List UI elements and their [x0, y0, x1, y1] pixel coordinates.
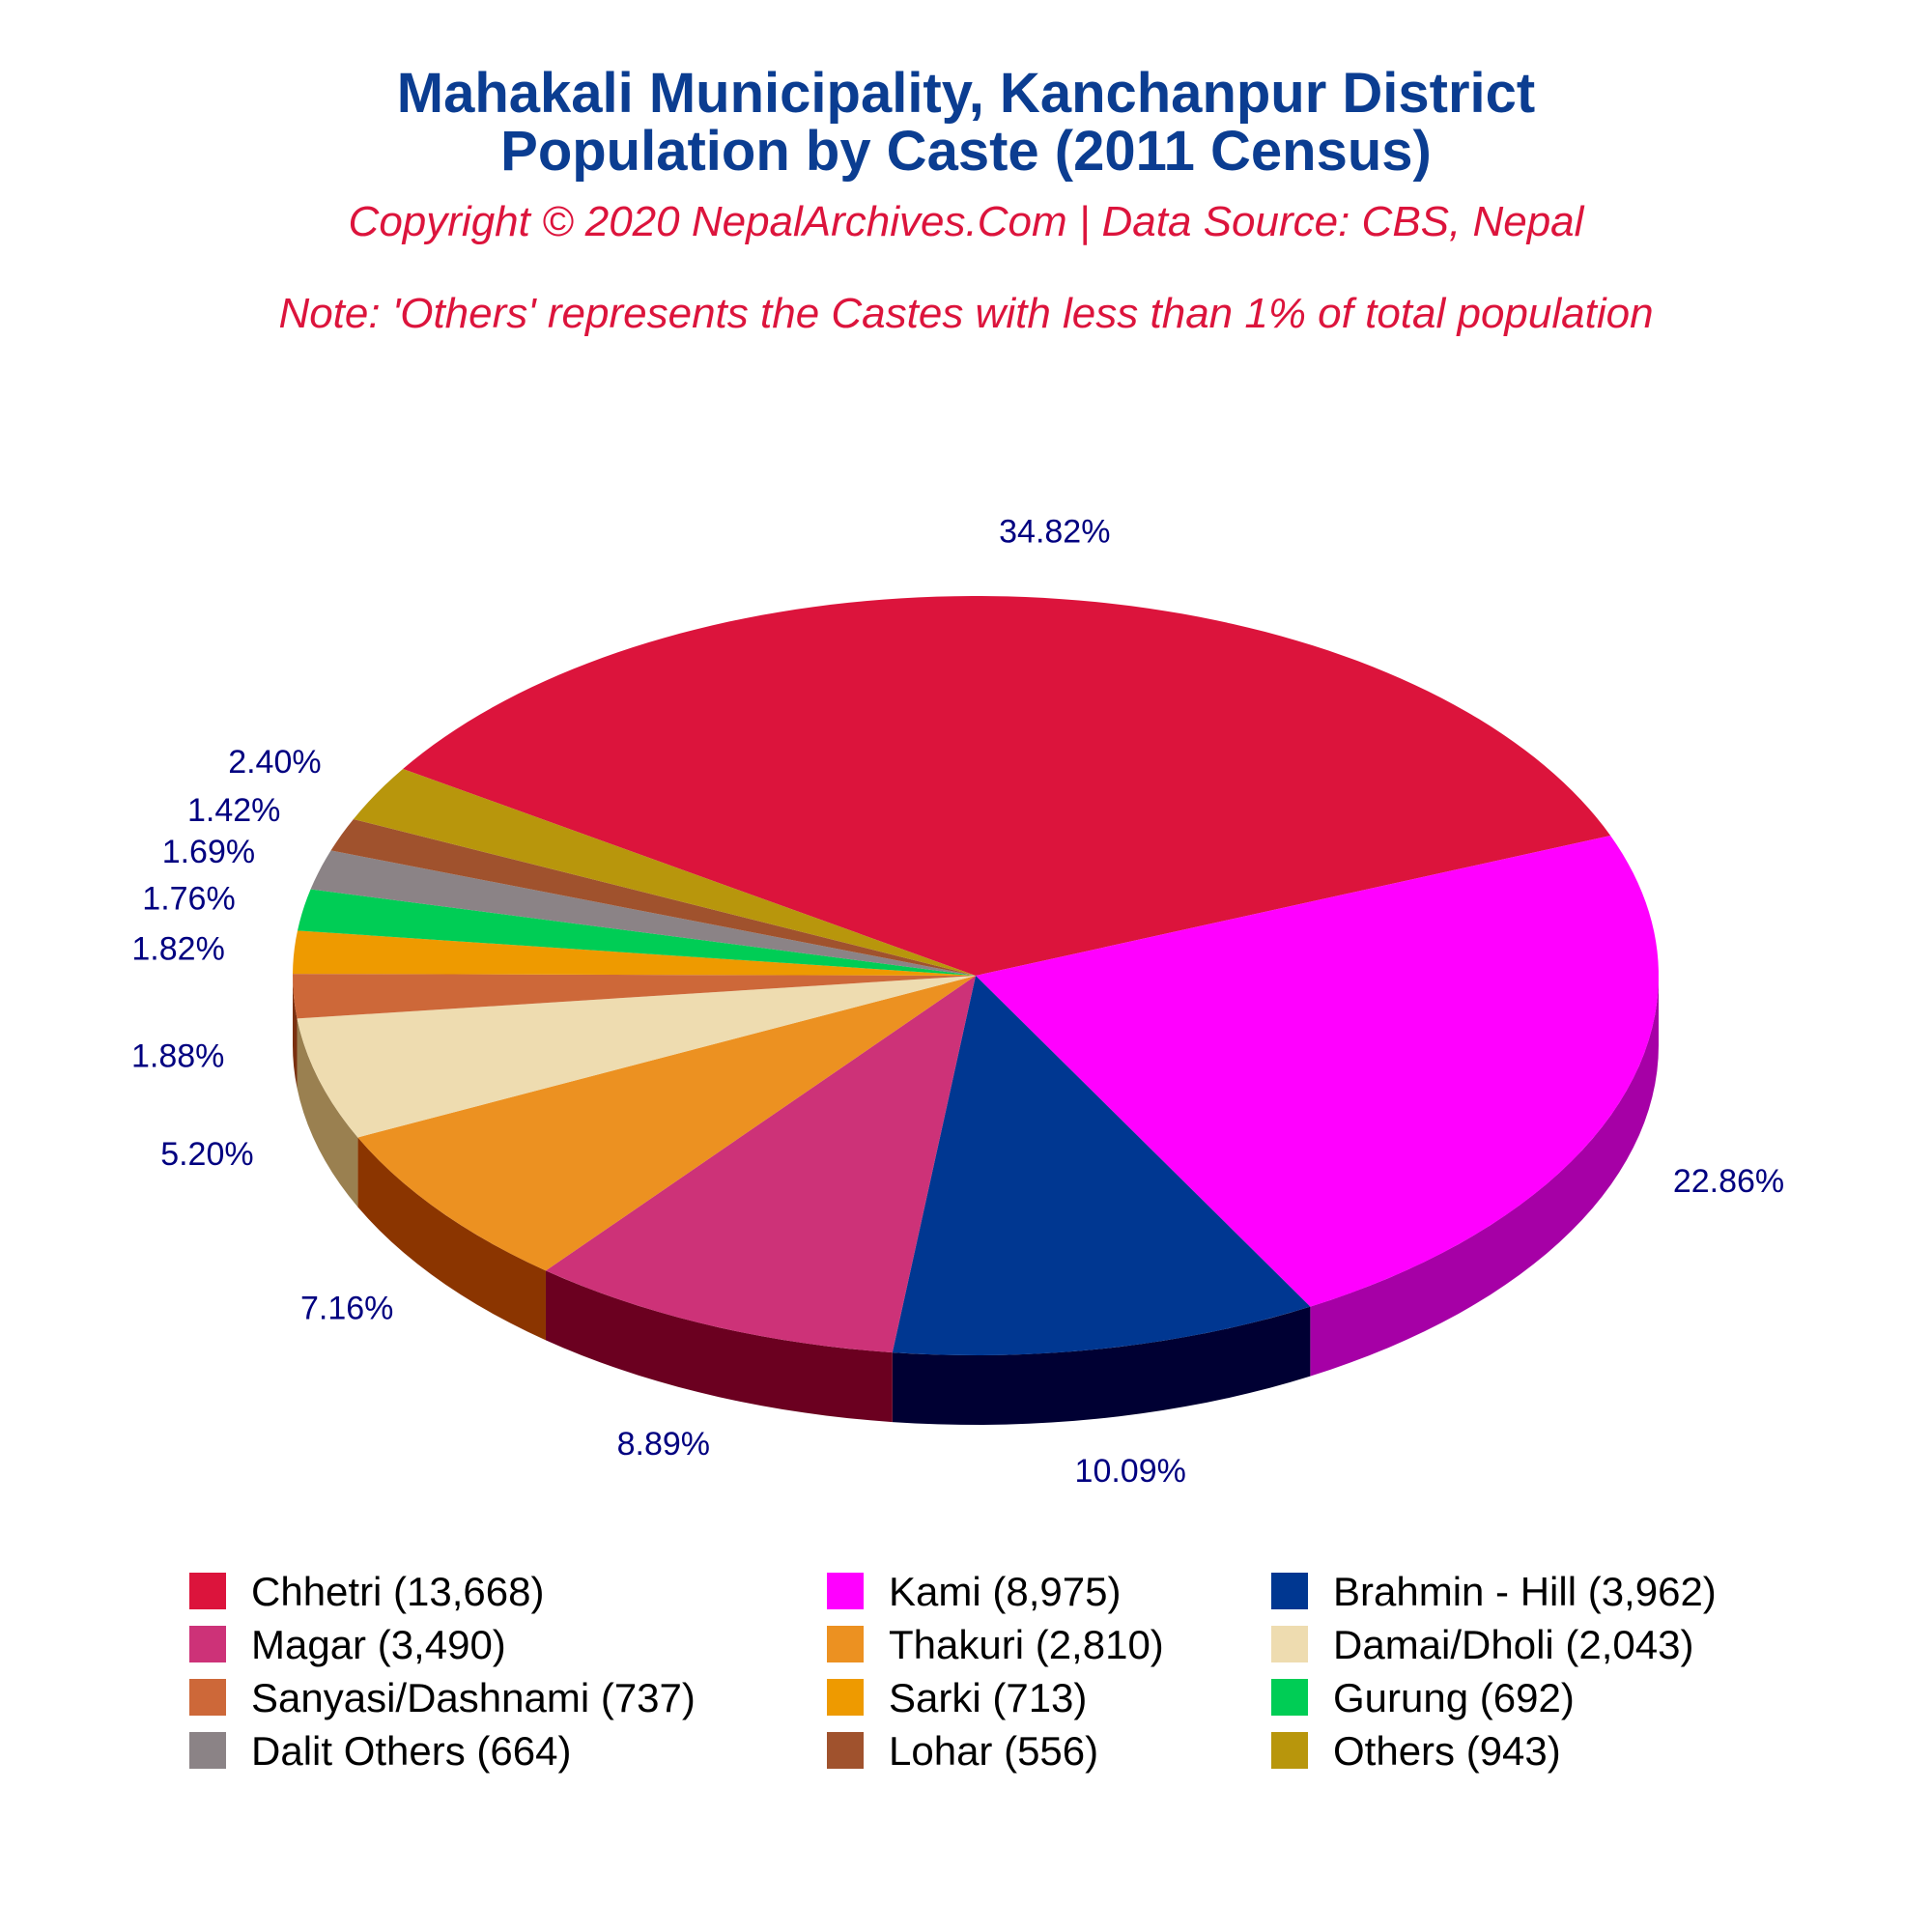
pie-slice-7	[293, 930, 976, 976]
legend-swatch	[189, 1679, 226, 1716]
legend-label: Dalit Others (664)	[251, 1728, 571, 1774]
legend-item-9: Dalit Others (664)	[189, 1728, 571, 1774]
legend-swatch	[827, 1732, 864, 1769]
pie-slice-6	[293, 974, 976, 1019]
legend-swatch	[827, 1626, 864, 1662]
legend-item-5: Damai/Dholi (2,043)	[1271, 1622, 1694, 1667]
pie-percent-label-8: 1.76%	[142, 881, 235, 918]
legend-item-4: Thakuri (2,810)	[827, 1622, 1164, 1667]
legend-swatch	[1271, 1679, 1308, 1716]
pie-percent-label-7: 1.82%	[131, 930, 224, 967]
pie-slice-1	[976, 836, 1659, 1307]
pie-slice-11	[353, 768, 976, 976]
legend-swatch	[1271, 1626, 1308, 1662]
legend-item-2: Brahmin - Hill (3,962)	[1271, 1569, 1717, 1614]
pie-side-4	[357, 1137, 546, 1341]
legend-item-0: Chhetri (13,668)	[189, 1569, 545, 1614]
legend: Chhetri (13,668) Kami (8,975) Brahmin - Hi…	[189, 1569, 1717, 1774]
legend-swatch	[1271, 1732, 1308, 1769]
pie-percent-label-2: 10.09%	[1075, 1453, 1186, 1490]
legend-label: Damai/Dholi (2,043)	[1333, 1622, 1694, 1667]
pie-slice-8	[298, 889, 976, 976]
legend-label: Sanyasi/Dashnami (737)	[251, 1675, 696, 1720]
legend-label: Chhetri (13,668)	[251, 1569, 545, 1614]
legend-item-10: Lohar (556)	[827, 1728, 1098, 1774]
legend-item-3: Magar (3,490)	[189, 1622, 506, 1667]
legend-label: Thakuri (2,810)	[889, 1622, 1164, 1667]
pie-percent-label-6: 1.88%	[131, 1038, 224, 1075]
legend-label: Lohar (556)	[889, 1728, 1098, 1774]
pie-labels: 34.82% 22.86% 10.09% 8.89% 7.16% 5.20% 1.88% 1.…	[131, 513, 1784, 1490]
pie-slice-4	[357, 976, 976, 1271]
pie-slice-5	[297, 976, 976, 1138]
legend-swatch	[827, 1573, 864, 1609]
legend-swatch	[1271, 1573, 1308, 1609]
pie-percent-label-9: 1.69%	[162, 834, 255, 870]
pie-side-5	[297, 1018, 358, 1208]
legend-label: Others (943)	[1333, 1728, 1561, 1774]
legend-swatch	[827, 1679, 864, 1716]
pie-side-6	[293, 976, 298, 1089]
pie-side-3	[545, 1270, 893, 1423]
note-text: Note: 'Others' represents the Castes wit…	[278, 290, 1653, 337]
legend-label: Kami (8,975)	[889, 1569, 1121, 1614]
pie-percent-label-10: 1.42%	[187, 792, 280, 829]
pie-percent-label-3: 8.89%	[617, 1426, 710, 1463]
pie-percent-label-5: 5.20%	[160, 1136, 253, 1173]
legend-swatch	[189, 1626, 226, 1662]
pie-top	[293, 596, 1659, 1355]
pie-slice-0	[403, 596, 1611, 976]
chart-title-line1: Mahakali Municipality, Kanchanpur Distri…	[397, 62, 1536, 125]
pie-side-2	[892, 1306, 1311, 1425]
pie-percent-label-4: 7.16%	[300, 1290, 393, 1326]
legend-label: Brahmin - Hill (3,962)	[1333, 1569, 1717, 1614]
copyright-text: Copyright © 2020 NepalArchives.Com | Dat…	[349, 198, 1585, 245]
pie-slice-3	[545, 976, 976, 1353]
legend-swatch	[189, 1573, 226, 1609]
legend-label: Magar (3,490)	[251, 1622, 506, 1667]
pie-side-1	[1310, 976, 1659, 1377]
pie-percent-label-1: 22.86%	[1673, 1163, 1784, 1200]
legend-label: Gurung (692)	[1333, 1675, 1575, 1720]
pie-percent-label-0: 34.82%	[999, 513, 1110, 550]
pie-sides	[293, 976, 1659, 1425]
legend-item-6: Sanyasi/Dashnami (737)	[189, 1675, 696, 1720]
legend-item-7: Sarki (713)	[827, 1675, 1087, 1720]
legend-item-11: Others (943)	[1271, 1728, 1561, 1774]
legend-label: Sarki (713)	[889, 1675, 1087, 1720]
chart-title-line2: Population by Caste (2011 Census)	[500, 120, 1432, 183]
pie-slice-9	[310, 850, 976, 976]
pie-slice-2	[892, 976, 1311, 1355]
pie-percent-label-11: 2.40%	[228, 744, 321, 781]
legend-swatch	[189, 1732, 226, 1769]
pie-slice-10	[330, 818, 976, 976]
legend-item-8: Gurung (692)	[1271, 1675, 1575, 1720]
legend-item-1: Kami (8,975)	[827, 1569, 1121, 1614]
